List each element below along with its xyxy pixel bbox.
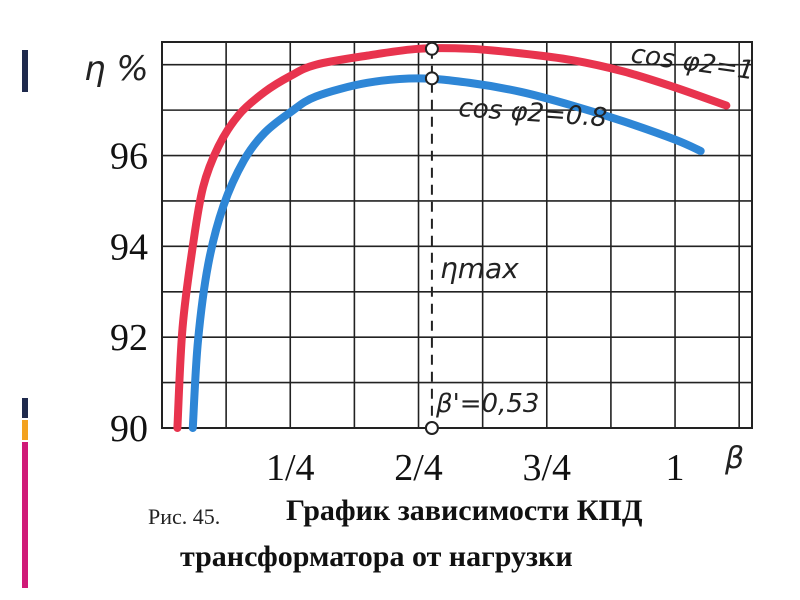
- deco-bar-orange: [22, 420, 28, 440]
- x-tick-label: 1/4: [266, 447, 315, 489]
- x-tick-label: 3/4: [523, 447, 572, 489]
- series-line-1: [188, 74, 705, 432]
- caption-title-line1: График зависимости КПД: [286, 494, 643, 527]
- deco-bar-navy: [22, 398, 28, 418]
- caption-title-line2: трансформатора от нагрузки: [180, 540, 573, 573]
- y-axis-label: η %: [84, 49, 149, 89]
- legend-label-cos-phi-0-8: cos φ2=0.8: [458, 93, 609, 133]
- y-tick-label: 94: [110, 226, 148, 268]
- chart-annotations: η % β cos φ2=1 cos φ2=0.8 ηmax β'=0,53 9…: [84, 39, 756, 489]
- plot-frame: [161, 41, 753, 429]
- deco-bar-navy-top: [22, 50, 28, 92]
- y-tick-label: 92: [110, 317, 148, 359]
- y-tick-label: 90: [110, 408, 148, 450]
- red-peak-marker: [424, 41, 439, 56]
- x-axis-label: β: [724, 441, 744, 476]
- x-tick-label: 1: [666, 447, 685, 489]
- beta-prime-label: β'=0,53: [435, 389, 539, 419]
- beta-prime-marker: [424, 421, 439, 435]
- figure-number: Рис. 45.: [148, 504, 221, 529]
- y-tick-label: 96: [110, 136, 148, 178]
- eta-max-label: ηmax: [440, 252, 519, 285]
- x-tick-label: 2/4: [394, 447, 443, 489]
- blue-peak-marker: [424, 71, 439, 86]
- series-line-0: [173, 44, 731, 432]
- chart-grid: [161, 41, 753, 429]
- deco-bar-magenta: [22, 442, 28, 588]
- chart-series: [173, 44, 731, 432]
